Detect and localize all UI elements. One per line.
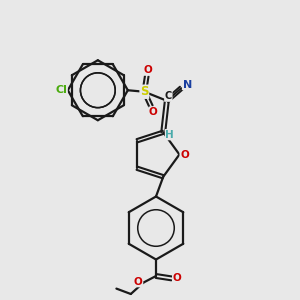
Text: H: H [166,130,174,140]
Text: O: O [144,65,152,75]
Text: O: O [172,273,182,283]
Text: O: O [134,277,143,287]
Text: N: N [183,80,192,89]
Text: C: C [165,91,172,101]
Text: O: O [180,149,189,160]
Text: Cl: Cl [55,85,67,95]
Text: O: O [149,107,158,117]
Text: S: S [140,85,148,98]
